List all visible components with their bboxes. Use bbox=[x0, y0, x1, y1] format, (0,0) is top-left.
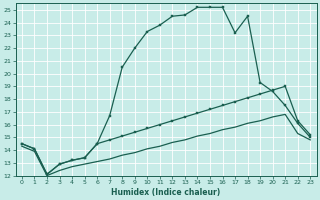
X-axis label: Humidex (Indice chaleur): Humidex (Indice chaleur) bbox=[111, 188, 221, 197]
